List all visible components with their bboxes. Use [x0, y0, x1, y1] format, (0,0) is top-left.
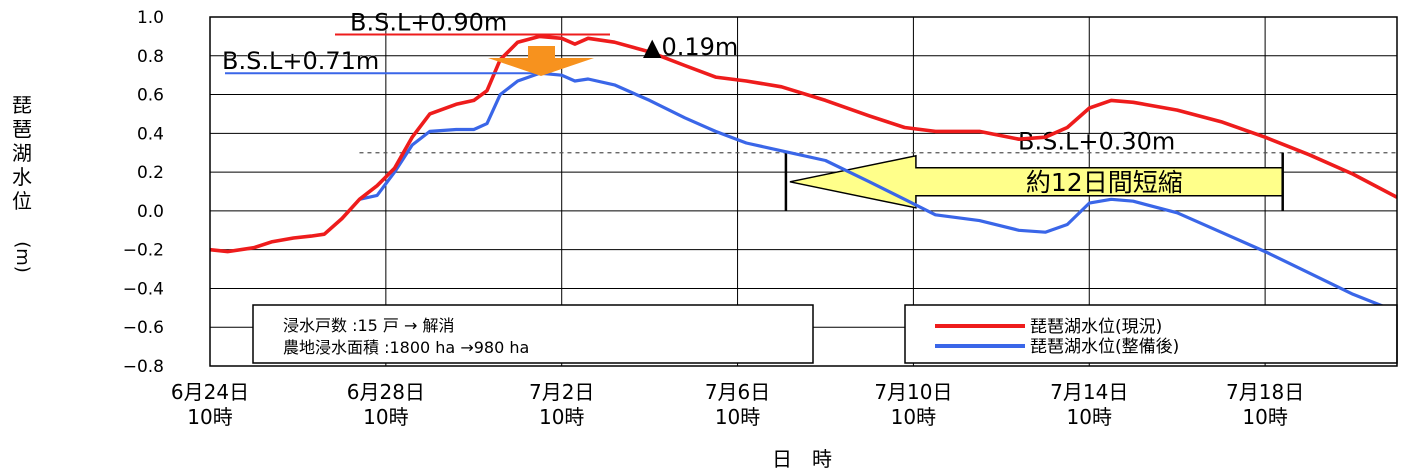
y-tick-label: −0.4 [123, 279, 164, 299]
legend: 琵琶湖水位(現況) 琵琶湖水位(整備後) [904, 304, 1398, 364]
reference-line-label: B.S.L+0.30m [1018, 128, 1175, 156]
info-box: 浸水戸数 :15 戸 → 解消 農地浸水面積 :1800 ha →980 ha [252, 304, 814, 364]
legend-label-current: 琵琶湖水位(現況) [1030, 317, 1162, 337]
reduction-label: ▲0.19m [643, 33, 738, 61]
y-tick-label: −0.2 [123, 241, 164, 261]
x-tick-label-time: 10時 [715, 405, 760, 429]
info-box-line-1: 浸水戸数 :15 戸 → 解消 [283, 316, 455, 335]
svg-text:琵琶湖水位: 琵琶湖水位 [12, 93, 32, 213]
y-tick-labels: 1.0 0.8 0.6 0.4 0.2 0.0 −0.2 −0.4 −0.6 −0.8 [123, 8, 164, 377]
x-tick-label: 7月2日 [529, 380, 594, 404]
x-tick-label-time: 10時 [187, 405, 232, 429]
x-tick-labels: 6月24日10時6月28日10時7月2日10時7月6日10時7月10日10時7月… [171, 380, 1304, 429]
x-tick-label: 6月28日 [347, 380, 425, 404]
y-tick-label: 0.4 [137, 124, 164, 144]
info-box-line-2: 農地浸水面積 :1800 ha →980 ha [283, 338, 529, 357]
x-tick-label-time: 10時 [891, 405, 936, 429]
plot-area [209, 16, 1398, 367]
x-tick-label-time: 10時 [1242, 405, 1287, 429]
x-tick-label-time: 10時 [1067, 405, 1112, 429]
x-tick-label-time: 10時 [363, 405, 408, 429]
reduction-arrow-icon [488, 46, 594, 76]
y-tick-label: −0.8 [123, 357, 164, 377]
peak-after-label: B.S.L+0.71m [222, 47, 379, 75]
x-tick-label: 7月10日 [874, 380, 952, 404]
y-axis-title: 琵琶湖水位 [12, 93, 32, 213]
x-tick-label: 6月24日 [171, 380, 249, 404]
x-tick-label: 7月14日 [1050, 380, 1128, 404]
peak-current-label: B.S.L+0.90m [350, 8, 507, 36]
shortening-label: 約12日間短縮 [1026, 168, 1183, 197]
y-tick-label: 1.0 [137, 8, 164, 28]
y-tick-label: 0.6 [137, 86, 164, 106]
y-tick-label: 0.0 [137, 202, 164, 222]
legend-label-after: 琵琶湖水位(整備後) [1030, 337, 1179, 357]
shortening-arrow: 約12日間短縮 [784, 152, 1284, 211]
series-line-current [210, 34, 1397, 254]
y-tick-label: 0.8 [137, 47, 164, 67]
y-axis-unit: (m) [12, 241, 33, 273]
x-tick-label: 7月6日 [705, 380, 770, 404]
y-tick-label: 0.2 [137, 163, 164, 183]
series-line-after [359, 71, 1397, 314]
x-tick-label-time: 10時 [539, 405, 584, 429]
x-axis-title: 日 時 [772, 447, 832, 471]
x-tick-label: 7月18日 [1226, 380, 1304, 404]
y-tick-label: −0.6 [123, 318, 164, 338]
